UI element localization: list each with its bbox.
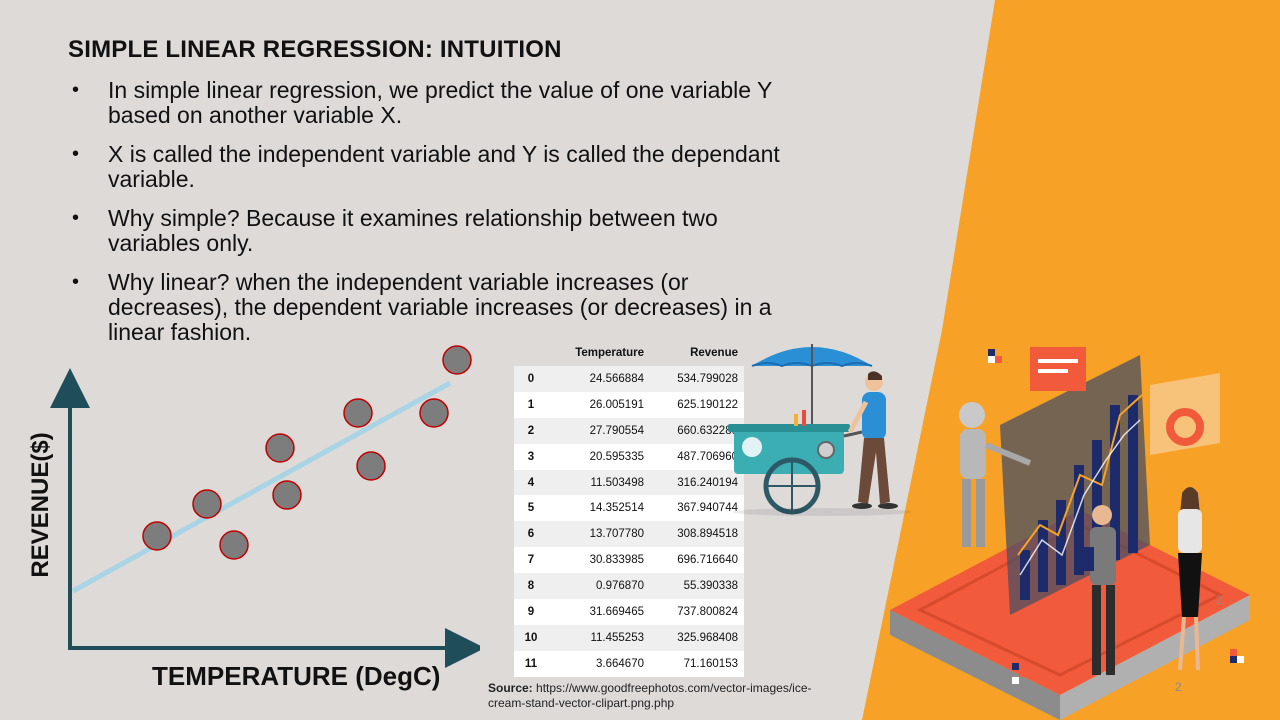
revenue-cell: 367.940744 [650,495,744,522]
revenue-cell: 534.799028 [650,366,744,392]
temperature-cell: 27.790554 [548,417,650,444]
table-row: 1 26.005191 625.190122 [514,391,744,418]
row-index: 10 [514,624,548,651]
revenue-cell: 325.968408 [650,624,744,651]
table-row: 8 0.976870 55.390338 [514,573,744,600]
data-table: Temperature Revenue 0 24.566884 534.799028… [514,340,744,677]
row-index: 6 [514,521,548,548]
data-point [265,433,295,463]
slide-title: SIMPLE LINEAR REGRESSION: INTUITION [68,36,562,63]
table-row: 10 11.455253 325.968408 [514,624,744,651]
table-header-row: Temperature Revenue [514,340,744,366]
row-index: 4 [514,469,548,496]
regression-diagram: REVENUE($) TEMPERATURE (DegC) [27,345,480,691]
table-row: 11 3.664670 71.160153 [514,650,744,677]
revenue-cell: 487.706960 [650,443,744,470]
table-header-temperature: Temperature [575,347,644,359]
revenue-cell: 71.160153 [650,650,744,677]
temperature-cell: 0.976870 [548,573,650,600]
temperature-cell: 13.707780 [548,521,650,548]
data-point [272,480,302,510]
bullet-item: Why simple? Because it examines relation… [72,206,812,256]
data-point [142,521,172,551]
table-header-revenue: Revenue [690,347,738,359]
temperature-cell: 20.595335 [548,443,650,470]
revenue-cell: 696.716640 [650,547,744,574]
revenue-cell: 660.632289 [650,417,744,444]
y-axis-label: REVENUE($) [27,432,54,577]
table-row: 2 27.790554 660.632289 [514,417,744,444]
bullet-item: In simple linear regression, we predict … [72,78,812,128]
data-point [192,489,222,519]
row-index: 5 [514,495,548,522]
row-index: 7 [514,547,548,574]
data-point [219,530,249,560]
table-row: 5 14.352514 367.940744 [514,495,744,522]
revenue-cell: 316.240194 [650,469,744,496]
temperature-cell: 30.833985 [548,547,650,574]
table-row: 4 11.503498 316.240194 [514,469,744,496]
temperature-cell: 24.566884 [548,366,650,392]
row-index: 3 [514,443,548,470]
temperature-cell: 11.455253 [548,624,650,651]
source-label: Source: [488,681,533,695]
source-url: https://www.goodfreephotos.com/vector-im… [488,681,812,710]
table-row: 0 24.566884 534.799028 [514,366,744,392]
row-index: 0 [514,366,548,392]
regression-line [71,380,452,594]
temperature-cell: 26.005191 [548,391,650,418]
row-index: 9 [514,599,548,625]
temperature-cell: 11.503498 [548,469,650,496]
table-row: 3 20.595335 487.706960 [514,443,744,470]
data-point [343,398,373,428]
revenue-cell: 737.800824 [650,599,744,625]
data-point [419,398,449,428]
row-index: 8 [514,573,548,600]
robot-analytics-illustration [890,347,1250,720]
table-row: 9 31.669465 737.800824 [514,599,744,625]
revenue-cell: 55.390338 [650,573,744,600]
row-index: 11 [514,650,548,677]
row-index: 1 [514,391,548,418]
temperature-cell: 14.352514 [548,495,650,522]
bullet-list: In simple linear regression, we predict … [72,78,812,359]
table-row: 6 13.707780 308.894518 [514,521,744,548]
bullet-item: Why linear? when the independent variabl… [72,270,812,345]
data-point [442,345,472,375]
x-axis-label: TEMPERATURE (DegC) [152,661,440,691]
table-header-index [514,340,548,366]
temperature-cell: 31.669465 [548,599,650,625]
table-row: 7 30.833985 696.716640 [514,547,744,574]
data-point [356,451,386,481]
ice-cream-cart-illustration [728,344,912,516]
revenue-cell: 625.190122 [650,391,744,418]
page-number-footer: 2 [1175,680,1182,694]
row-index: 2 [514,417,548,444]
page-number: 2 [1216,593,1223,607]
bullet-item: X is called the independent variable and… [72,142,812,192]
temperature-cell: 3.664670 [548,650,650,677]
revenue-cell: 308.894518 [650,521,744,548]
source-citation: Source: https://www.goodfreephotos.com/v… [488,681,818,711]
